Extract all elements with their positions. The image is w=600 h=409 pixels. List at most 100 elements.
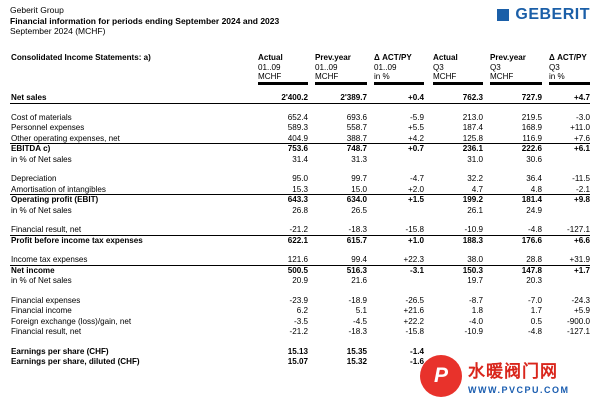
row-label: in % of Net sales xyxy=(11,205,72,215)
report-title: Financial information for periods ending… xyxy=(10,15,280,26)
table-cell: 213.0 xyxy=(462,112,483,122)
column-header: Δ ACT/PY 01..09 in % xyxy=(374,53,412,81)
company-name: Geberit Group xyxy=(10,5,64,15)
spacer xyxy=(10,246,590,255)
table-cell: 24.9 xyxy=(526,205,542,215)
table-cell: +7.6 xyxy=(574,133,590,143)
row-label: Net income xyxy=(11,265,55,275)
table-row: Earnings per share (CHF) 15.13 15.35 -1.4 xyxy=(10,347,590,358)
table-cell: 31.0 xyxy=(467,154,483,164)
spacer xyxy=(10,216,590,225)
column-header: Actual Q3 MCHF xyxy=(433,53,458,81)
table-cell: 753.6 xyxy=(287,144,308,153)
table-cell: 20.3 xyxy=(526,276,542,285)
table-cell: 19.7 xyxy=(467,276,483,285)
table-cell: -3.1 xyxy=(410,265,424,275)
table-cell: +5.9 xyxy=(574,306,590,315)
table-cell: -1.4 xyxy=(410,346,424,356)
table-cell: -4.7 xyxy=(410,174,424,183)
income-statement-table: Consolidated Income Statements: a) Actua… xyxy=(10,53,590,368)
table-cell: 622.1 xyxy=(287,235,308,245)
table-cell: -10.9 xyxy=(464,327,483,336)
table-cell: 15.3 xyxy=(292,184,308,194)
table-cell: 188.3 xyxy=(462,235,483,245)
row-label: Financial result, net xyxy=(11,225,82,234)
geberit-logo: GEBERIT xyxy=(497,6,590,24)
document-header: Geberit Group Financial information for … xyxy=(10,5,279,37)
table-row: Financial income 6.2 5.1 +21.6 1.8 1.7 +5.9 xyxy=(10,306,590,317)
table-cell: 187.4 xyxy=(462,123,483,132)
table-cell: 99.4 xyxy=(351,255,367,264)
table-cell: -15.8 xyxy=(405,225,424,234)
table-cell: 4.7 xyxy=(471,184,483,194)
table-cell: 38.0 xyxy=(467,255,483,264)
spacer xyxy=(10,104,590,113)
table-row: Earnings per share, diluted (CHF) 15.07 15… xyxy=(10,357,590,368)
table-cell: 15.0 xyxy=(351,184,367,194)
table-cell: 116.9 xyxy=(522,133,542,143)
table-cell: +22.3 xyxy=(403,255,424,264)
table-cell: 236.1 xyxy=(462,144,483,153)
table-cell: +31.9 xyxy=(569,255,590,264)
table-cell: -21.2 xyxy=(289,225,308,234)
table-cell: 0.5 xyxy=(530,316,542,326)
table-cell: 181.4 xyxy=(521,195,542,204)
row-label: Operating profit (EBIT) xyxy=(11,195,99,204)
row-label: Financial result, net xyxy=(11,327,82,336)
table-row: Net sales 2'400.2 2'389.7 +0.4 762.3 727.9 +4.… xyxy=(10,93,590,104)
table-row: Foreign exchange (loss)/gain, net -3.5 -4.… xyxy=(10,317,590,328)
table-cell: -4.5 xyxy=(353,316,367,326)
table-cell: -26.5 xyxy=(405,295,424,305)
table-header-row: Consolidated Income Statements: a) Actua… xyxy=(10,53,590,85)
table-cell: +9.8 xyxy=(574,195,590,204)
table-row: Financial result, net -21.2 -18.3 -15.8 -10.… xyxy=(10,327,590,338)
table-cell: +22.2 xyxy=(403,316,424,326)
table-cell: 147.8 xyxy=(521,265,542,275)
table-cell: -8.7 xyxy=(469,295,483,305)
section-title: Consolidated Income Statements: a) xyxy=(11,53,151,62)
table-cell: -900.0 xyxy=(567,316,590,326)
column-header-bar xyxy=(315,82,367,85)
logo-text: GEBERIT xyxy=(515,6,590,23)
table-cell: 693.6 xyxy=(346,112,367,122)
table-cell: 222.6 xyxy=(521,144,542,153)
table-cell: 150.3 xyxy=(462,265,483,275)
spacer xyxy=(10,338,590,347)
column-header: Prev.year Q3 MCHF xyxy=(490,53,526,81)
row-label: Earnings per share, diluted (CHF) xyxy=(11,357,140,366)
table-cell: 31.3 xyxy=(351,154,367,164)
table-cell: 516.3 xyxy=(346,265,367,275)
row-label: in % of Net sales xyxy=(11,154,72,164)
table-cell: 388.7 xyxy=(346,133,367,143)
table-cell: 199.2 xyxy=(462,195,483,204)
row-label: Personnel expenses xyxy=(11,123,85,132)
table-cell: 26.5 xyxy=(351,205,367,215)
table-cell: 15.32 xyxy=(346,357,367,366)
table-cell: -18.9 xyxy=(348,295,367,305)
table-cell: 15.13 xyxy=(287,346,308,356)
table-row: in % of Net sales 26.8 26.5 26.1 24.9 xyxy=(10,206,590,217)
table-cell: +6.6 xyxy=(574,235,590,245)
table-cell: 643.3 xyxy=(287,195,308,204)
column-header-bar xyxy=(490,82,542,85)
table-cell: -21.2 xyxy=(289,327,308,336)
row-label: Net sales xyxy=(11,93,47,102)
table-cell: -3.0 xyxy=(576,112,590,122)
table-cell: -23.9 xyxy=(289,295,308,305)
row-label: Financial expenses xyxy=(11,295,81,305)
row-label: Earnings per share (CHF) xyxy=(11,346,109,356)
table-cell: 5.1 xyxy=(355,306,367,315)
spacer xyxy=(10,165,590,174)
table-cell: 500.5 xyxy=(287,265,308,275)
table-row: Cost of materials 652.4 693.6 -5.9 213.0 219.… xyxy=(10,113,590,124)
table-cell: 1.7 xyxy=(530,306,542,315)
table-cell: -4.0 xyxy=(469,316,483,326)
table-cell: -4.8 xyxy=(528,327,542,336)
table-cell: 15.07 xyxy=(287,357,308,366)
watermark-name: 水暖阀门网 xyxy=(468,362,558,381)
watermark-logo-icon: P xyxy=(420,355,462,397)
table-cell: 652.4 xyxy=(287,112,308,122)
column-header-bar xyxy=(433,82,483,85)
column-header-bar xyxy=(374,82,424,85)
table-cell: -5.9 xyxy=(410,112,424,122)
